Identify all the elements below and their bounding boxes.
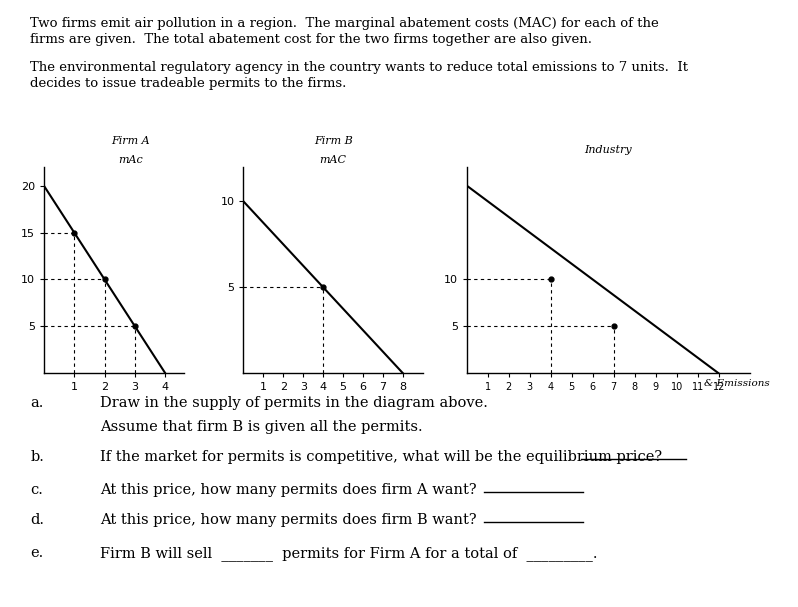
Text: Firm A: Firm A <box>111 137 150 146</box>
Text: c.: c. <box>30 483 43 497</box>
Text: decides to issue tradeable permits to the firms.: decides to issue tradeable permits to th… <box>30 77 346 90</box>
Text: mAc: mAc <box>118 155 143 165</box>
Text: Industry: Industry <box>585 144 632 155</box>
Text: At this price, how many permits does firm A want?: At this price, how many permits does fir… <box>100 483 476 497</box>
Text: Assume that firm B is given all the permits.: Assume that firm B is given all the perm… <box>100 420 422 434</box>
Text: Firm B will sell  _______  permits for Firm A for a total of  _________.: Firm B will sell _______ permits for Fir… <box>100 546 597 561</box>
Text: b.: b. <box>30 450 44 464</box>
Text: At this price, how many permits does firm B want?: At this price, how many permits does fir… <box>100 513 476 527</box>
Text: mAC: mAC <box>320 155 346 165</box>
Text: If the market for permits is competitive, what will be the equilibrium price?: If the market for permits is competitive… <box>100 450 662 464</box>
Text: Two firms emit air pollution in a region.  The marginal abatement costs (MAC) fo: Two firms emit air pollution in a region… <box>30 17 659 30</box>
Text: The environmental regulatory agency in the country wants to reduce total emissio: The environmental regulatory agency in t… <box>30 61 689 73</box>
Text: e.: e. <box>30 546 44 560</box>
Text: d.: d. <box>30 513 45 527</box>
Text: Firm B: Firm B <box>314 137 353 146</box>
Text: Draw in the supply of permits in the diagram above.: Draw in the supply of permits in the dia… <box>100 396 488 410</box>
Text: & Emissions: & Emissions <box>705 379 770 388</box>
Text: a.: a. <box>30 396 44 410</box>
Text: firms are given.  The total abatement cost for the two firms together are also g: firms are given. The total abatement cos… <box>30 33 592 46</box>
